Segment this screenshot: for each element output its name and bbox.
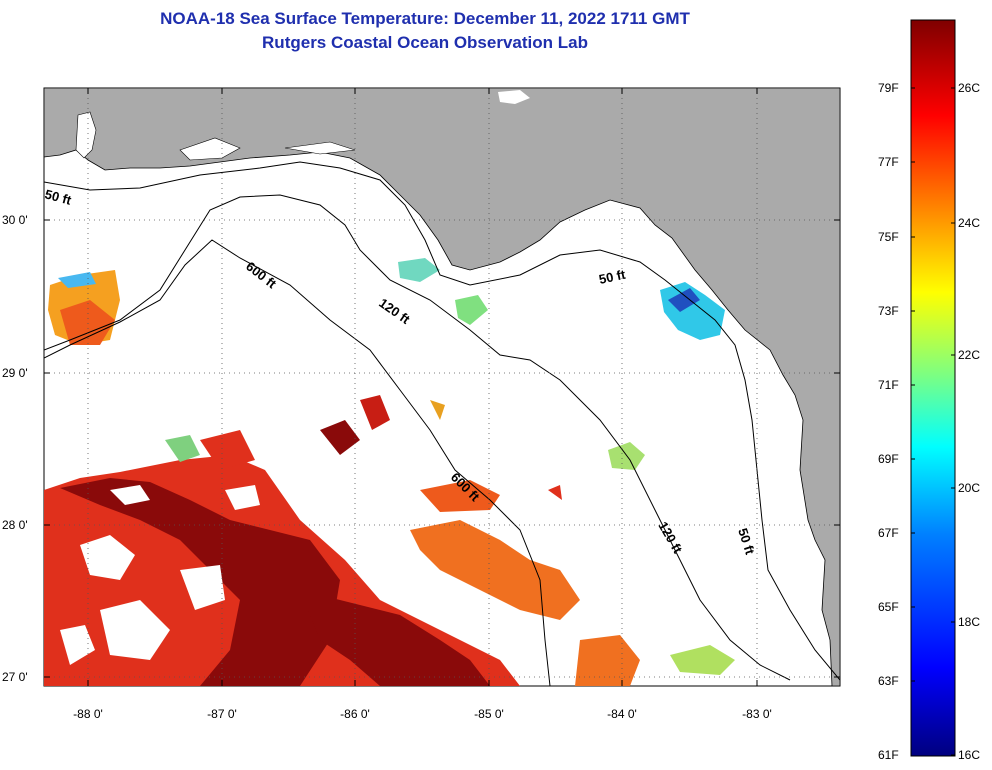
colorbar-f-label: 63F [878,674,899,688]
lat-tick-label: 28 0' [2,518,28,532]
colorbar-f-label: 79F [878,81,899,95]
lon-tick-label: -85 0' [474,707,504,721]
inland-lake [498,90,530,104]
mobile-bay [75,111,97,159]
colorbar-c-label: 20C [958,481,980,495]
lon-tick-label: -84 0' [607,707,637,721]
colorbar-f-label: 73F [878,304,899,318]
pensacola-bay [179,137,241,161]
lon-tick-label: -88 0' [73,707,103,721]
colorbar-c-label: 18C [958,615,980,629]
isobath-50ft [44,161,840,681]
colorbar-f-label: 75F [878,230,899,244]
lon-tick-label: -86 0' [340,707,370,721]
sst-data [44,258,735,686]
colorbar-f-label: 67F [878,526,899,540]
colorbar-f-label: 61F [878,748,899,762]
colorbar [910,19,956,757]
colorbar-f-label: 71F [878,378,899,392]
colorbar-c-label: 22C [958,348,980,362]
land-mass [44,88,840,686]
isobath-600ft [44,239,551,686]
map-subtitle: Rutgers Coastal Ocean Observation Lab [262,33,588,52]
isobath-label: 50 ft [598,267,628,287]
colorbar-f-label: 65F [878,600,899,614]
colorbar-f-label: 77F [878,155,899,169]
isobath-label: 50 ft [43,186,73,208]
lat-tick-label: 27 0' [2,670,28,684]
choctawhatchee-bay [284,141,356,155]
lat-tick-label: 29 0' [2,366,28,380]
lon-tick-label: -83 0' [742,707,772,721]
colorbar-ticks [911,87,955,756]
colorbar-c-label: 16C [958,748,980,762]
lon-tick-label: -87 0' [207,707,237,721]
lat-tick-label: 30 0' [2,213,28,227]
colorbar-c-label: 26C [958,81,980,95]
colorbar-c-label: 24C [958,216,980,230]
colorbar-f-label: 69F [878,452,899,466]
map-title: NOAA-18 Sea Surface Temperature: Decembe… [160,9,690,28]
frame-ticks [44,88,840,686]
isobath-120ft [44,194,791,681]
